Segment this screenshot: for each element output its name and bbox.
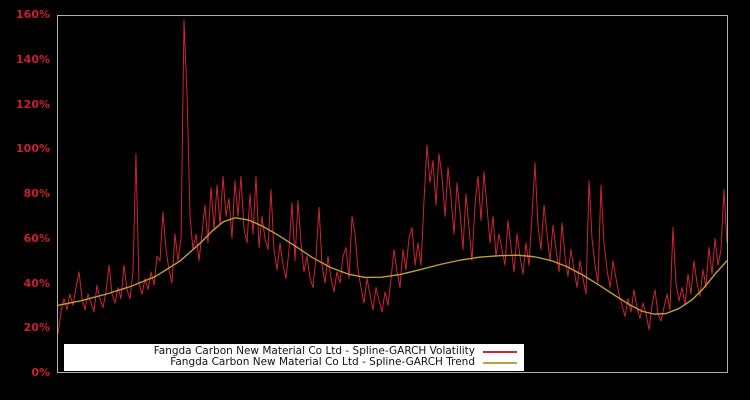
legend-item-trend: Fangda Carbon New Material Co Ltd - Spli…: [70, 357, 519, 368]
legend-item-volatility: Fangda Carbon New Material Co Ltd - Spli…: [70, 346, 519, 357]
trend-series-line: [58, 217, 727, 315]
y-axis-tick-label: 20%: [23, 321, 50, 335]
y-axis-tick-label: 40%: [23, 276, 50, 290]
volatility-series-line: [58, 19, 727, 335]
y-axis-tick-label: 80%: [23, 187, 50, 200]
y-axis-tick-label: 0%: [31, 366, 50, 379]
legend-line-sample-trend: [483, 361, 517, 364]
y-axis-tick-label: 60%: [23, 231, 50, 245]
y-axis-tick-label: 100%: [16, 142, 50, 156]
y-axis-tick-label: 120%: [16, 97, 50, 111]
y-axis-tick-label: 140%: [16, 52, 50, 66]
plot-svg: [58, 19, 727, 335]
plot-area: [57, 15, 728, 373]
legend: Fangda Carbon New Material Co Ltd - Spli…: [64, 344, 524, 371]
legend-label-volatility: Fangda Carbon New Material Co Ltd - Spli…: [153, 345, 475, 357]
legend-label-trend: Fangda Carbon New Material Co Ltd - Spli…: [170, 356, 475, 368]
y-axis: 0% 20% 40% 60% 80% 100% 120% 140% 160%: [0, 0, 50, 400]
y-axis-tick-label: 160%: [16, 8, 50, 21]
legend-line-sample-volatility: [483, 350, 517, 353]
